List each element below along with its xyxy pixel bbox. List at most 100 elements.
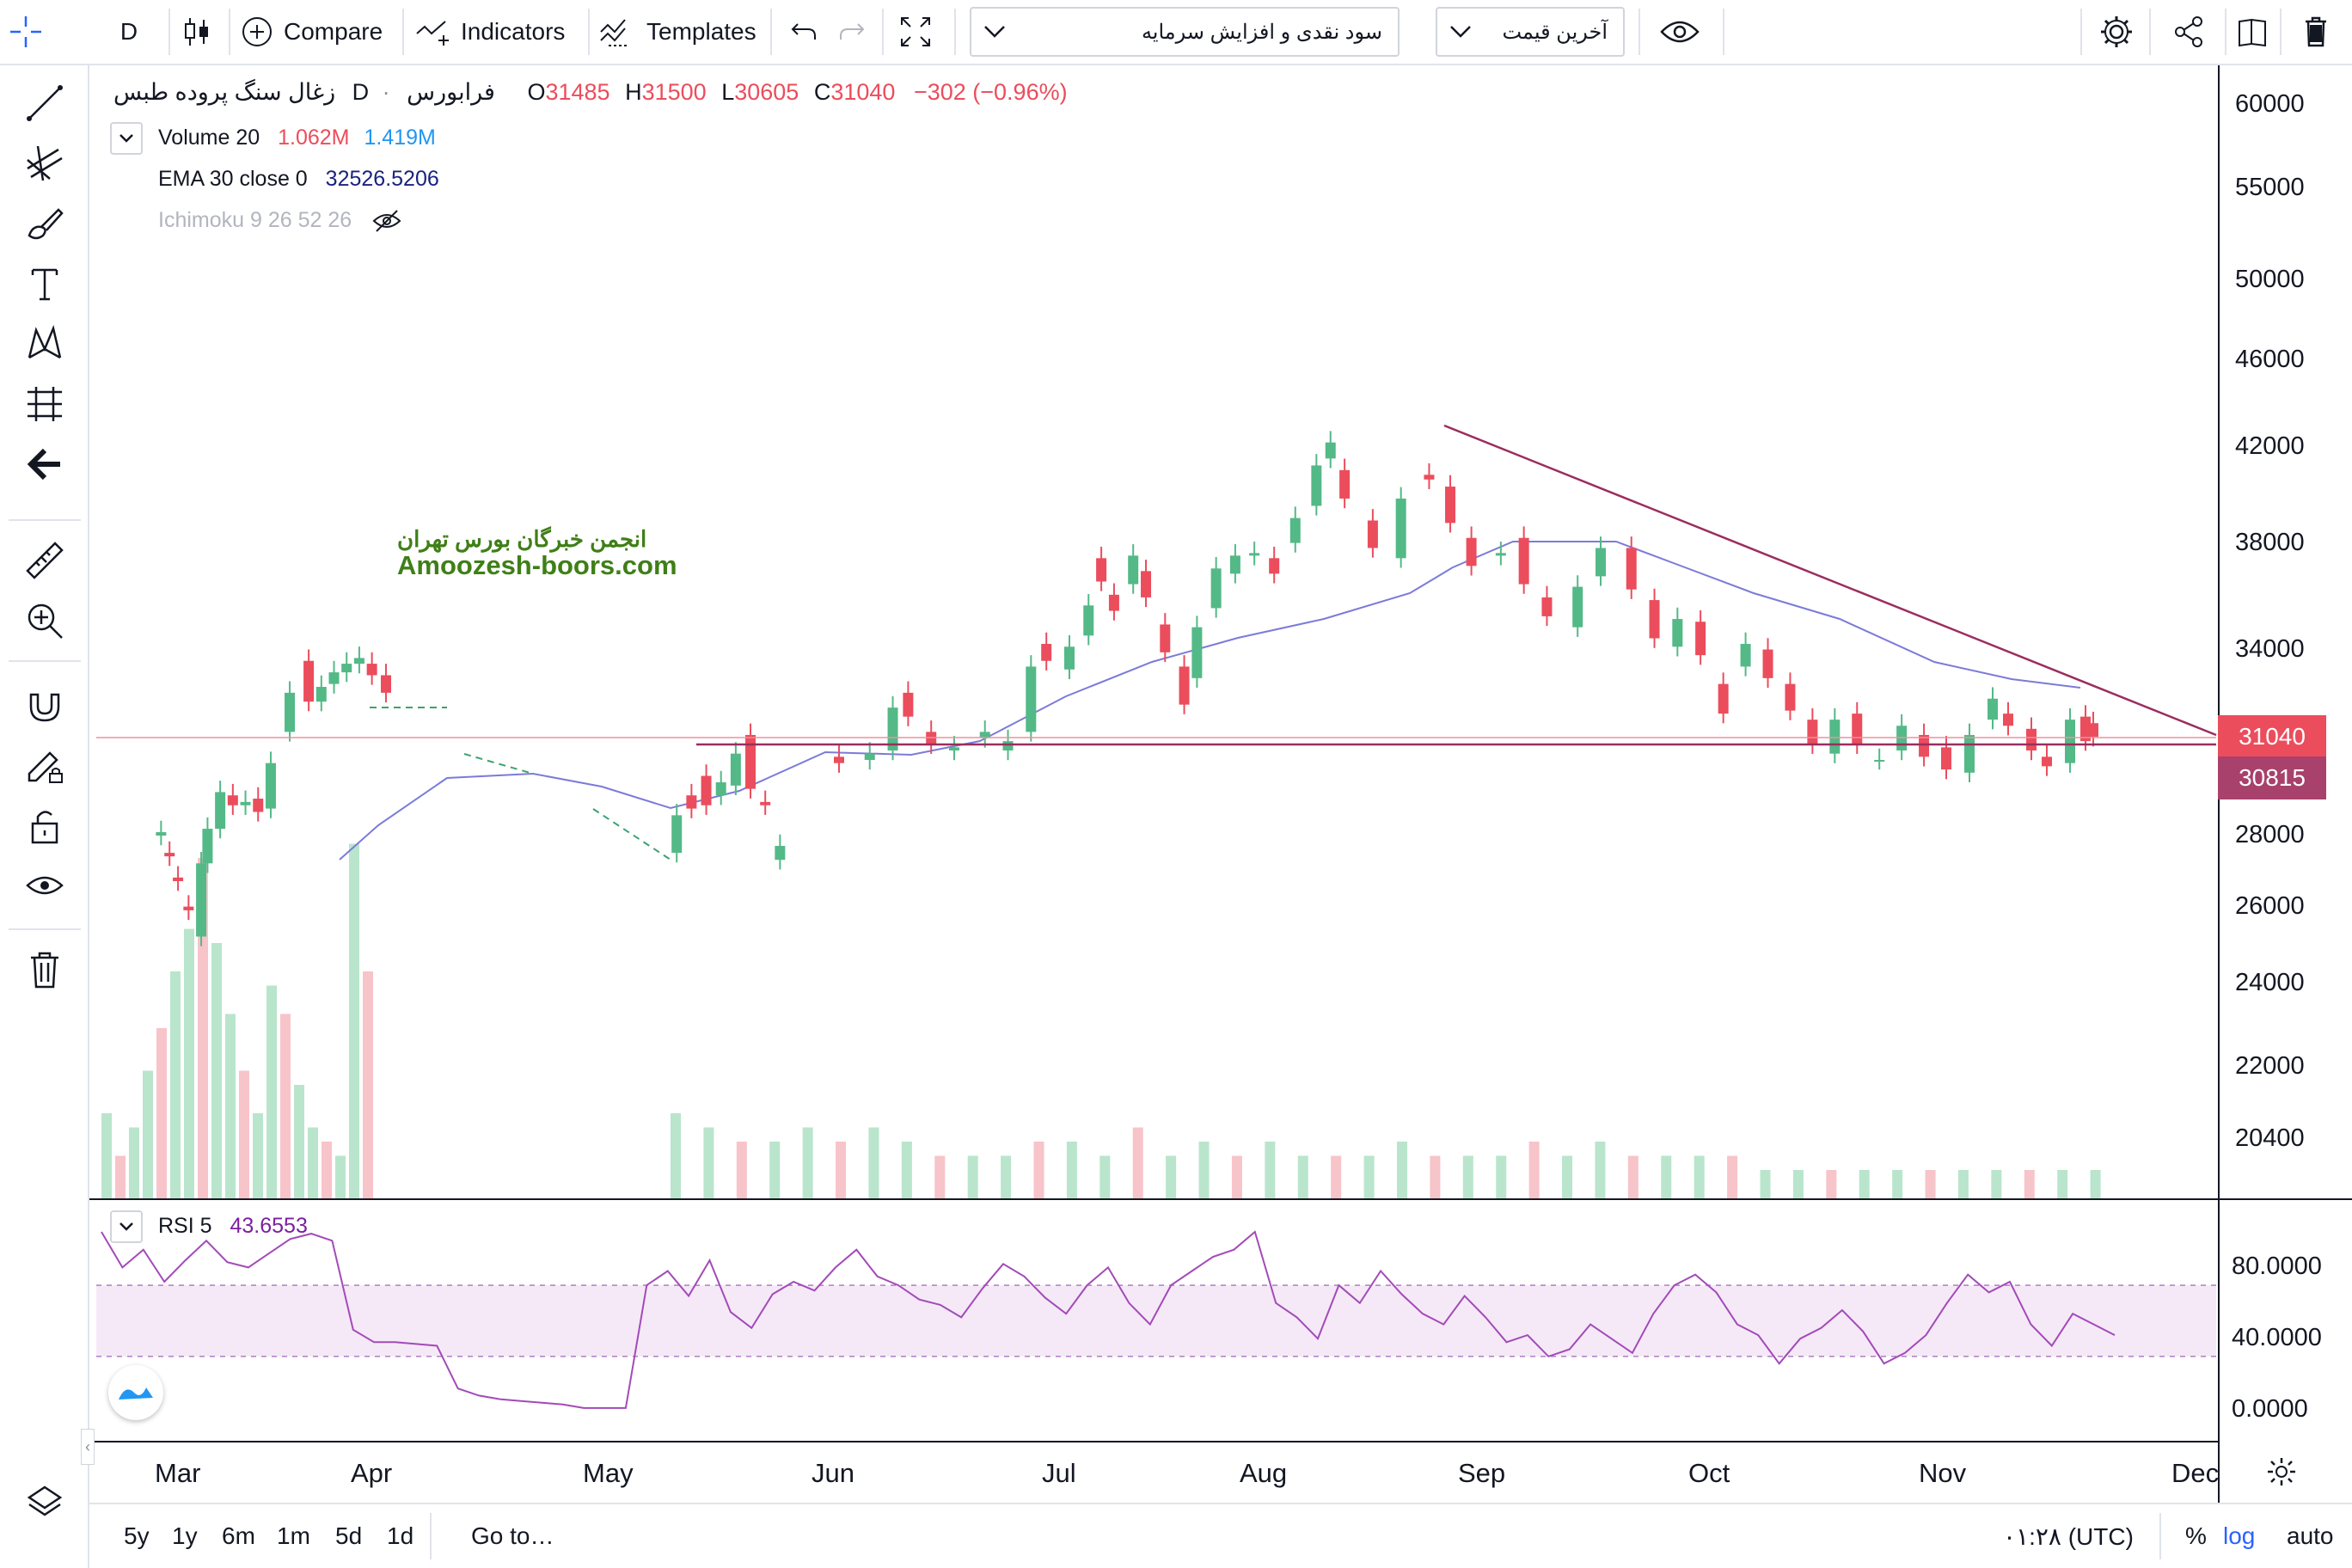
interval-button[interactable]: D [119, 18, 138, 45]
volume-bar [294, 1085, 304, 1198]
time-axis-label: Nov [1919, 1458, 1967, 1488]
tradingview-logo-icon[interactable] [108, 1365, 163, 1420]
pitchfork-icon[interactable] [17, 136, 72, 191]
toolbar-divider [1723, 9, 1724, 55]
log-scale-toggle[interactable]: log [2223, 1522, 2256, 1549]
toolbar-divider [9, 928, 81, 930]
redo-icon[interactable] [830, 0, 873, 64]
remove-drawings-trash-icon[interactable] [17, 942, 72, 997]
chevron-down-icon [119, 134, 133, 143]
range-button-1m[interactable]: 1m [277, 1522, 310, 1549]
ema-legend: EMA 30 close 0 32526.5206 [158, 167, 439, 192]
chevron-left-icon[interactable]: ‹ [81, 1429, 95, 1465]
candle-body [1785, 683, 1796, 711]
time-axis-label: Oct [1688, 1458, 1730, 1488]
volume-bar [1099, 1155, 1111, 1198]
candle-body [1083, 605, 1094, 636]
eye-icon[interactable] [1654, 0, 1706, 64]
range-button-1d[interactable]: 1d [387, 1522, 414, 1549]
volume-bar [156, 1028, 167, 1198]
volume-bar [671, 1113, 681, 1198]
time-axis-label: Sep [1458, 1458, 1506, 1488]
time-axis-label: Aug [1240, 1458, 1288, 1488]
range-button-1y[interactable]: 1y [172, 1522, 198, 1549]
volume-bar [1430, 1155, 1441, 1198]
price-axis-label: 28000 [2235, 821, 2305, 848]
text-tool-icon[interactable] [17, 256, 72, 311]
compare-label: Compare [284, 18, 383, 45]
rsi-band [96, 1285, 2216, 1357]
candle-body [887, 707, 898, 751]
candle-body [1596, 548, 1606, 577]
scale-settings-gear-icon[interactable] [2266, 1456, 2297, 1491]
hidden-eye-icon[interactable] [371, 209, 402, 233]
volume-bar [1760, 1170, 1771, 1198]
pattern-xabcd-icon[interactable] [17, 316, 72, 371]
trash-icon[interactable] [2290, 0, 2342, 64]
share-icon[interactable] [2163, 0, 2214, 64]
layers-icon[interactable] [17, 1475, 72, 1530]
rsi-axis-label: 40.0000 [2232, 1324, 2322, 1352]
candle-body [328, 672, 340, 684]
range-button-5d[interactable]: 5d [335, 1522, 363, 1549]
ichimoku-label[interactable]: Ichimoku 9 26 52 26 [158, 208, 352, 232]
chart-type-candles-icon[interactable] [175, 0, 218, 64]
templates-button[interactable]: Templates [598, 0, 762, 64]
indicators-button[interactable]: Indicators [414, 0, 586, 64]
price-type-dropdown[interactable]: آخرین قیمت [1436, 7, 1625, 57]
candle-body [1896, 726, 1908, 751]
ruler-icon[interactable] [17, 533, 72, 588]
candle-body [1367, 520, 1378, 548]
volume-label[interactable]: Volume 20 [158, 126, 260, 150]
volume-bar [308, 1127, 318, 1198]
ichimoku-segment [463, 753, 534, 775]
candle-body [1026, 666, 1037, 732]
utc-clock[interactable]: ۰۱:۲۸ (UTC) [2003, 1522, 2134, 1550]
snapshot-book-icon[interactable] [2232, 0, 2275, 64]
magnet-icon[interactable] [17, 677, 72, 732]
symbol-legend: زغال سنگ پروده طبس D · فرابورس O31485 H3… [113, 79, 1068, 106]
dividend-dropdown[interactable]: سود نقدی و افزایش سرمایه [970, 7, 1400, 57]
percent-scale-toggle[interactable]: % [2185, 1522, 2207, 1549]
candle-body [1210, 568, 1222, 609]
lock-pencil-icon[interactable] [17, 738, 72, 793]
unlock-icon[interactable] [17, 798, 72, 853]
compare-button[interactable]: Compare [241, 0, 395, 64]
candle-body [1445, 487, 1456, 524]
ema-label[interactable]: EMA 30 close 0 [158, 167, 308, 191]
crosshair-icon[interactable] [0, 0, 52, 64]
volume-bar [253, 1113, 263, 1198]
time-axis-label: Dec [2171, 1458, 2220, 1488]
back-arrow-icon[interactable] [17, 437, 72, 492]
fullscreen-icon[interactable] [894, 0, 937, 64]
pane-separator[interactable] [89, 1198, 2352, 1200]
candle-body [1096, 558, 1107, 582]
brush-icon[interactable] [17, 196, 72, 251]
candle-body [2088, 723, 2098, 738]
volume-bar [1462, 1155, 1473, 1198]
symbol-name[interactable]: زغال سنگ پروده طبس [113, 79, 336, 105]
price-axis-label: 42000 [2235, 432, 2305, 460]
undo-icon[interactable] [782, 0, 825, 64]
candle-body [2080, 716, 2091, 742]
candle-body [1874, 759, 1885, 762]
settings-gear-icon[interactable] [2091, 0, 2142, 64]
range-button-5y[interactable]: 5y [124, 1522, 150, 1549]
auto-scale-toggle[interactable]: auto [2287, 1522, 2334, 1549]
rsi-collapse-button[interactable] [110, 1210, 143, 1243]
price-type-label: آخرین قیمت [1502, 20, 1608, 44]
legend-collapse-button[interactable] [110, 122, 143, 155]
trend-line-icon[interactable] [17, 76, 72, 131]
visibility-eye-icon[interactable] [17, 858, 72, 913]
prediction-measure-icon[interactable] [17, 377, 72, 432]
volume-bar [335, 1155, 346, 1198]
zoom-in-icon[interactable] [17, 593, 72, 648]
rsi-label[interactable]: RSI 5 [158, 1214, 212, 1238]
range-button-6m[interactable]: 6m [222, 1522, 255, 1549]
toolbar-divider [2280, 9, 2282, 55]
candle-body [202, 829, 213, 864]
goto-button[interactable]: Go to… [471, 1522, 554, 1549]
candle-body [903, 692, 914, 717]
toolbar-divider [430, 1513, 432, 1559]
